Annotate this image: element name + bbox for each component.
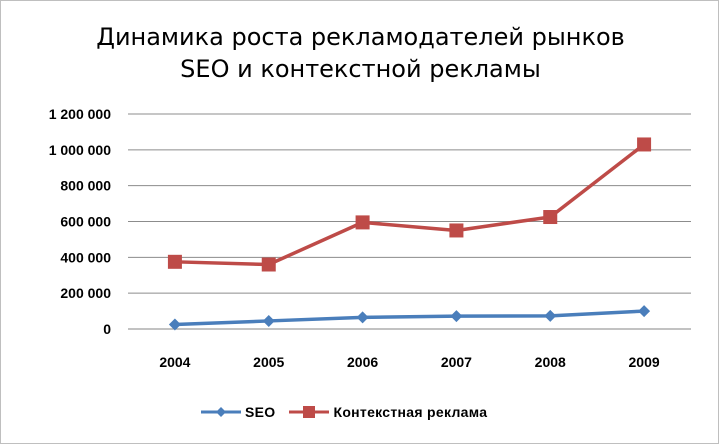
x-tick-label: 2008 (535, 354, 566, 370)
data-point-marker (168, 318, 181, 331)
chart-title-line-1: Динамика роста рекламодателей рынков (96, 23, 625, 51)
data-point-marker (638, 305, 651, 318)
y-tick-label: 1 000 000 (49, 142, 111, 158)
data-point-marker (450, 310, 463, 323)
legend-item-seo: SEO (201, 404, 275, 420)
y-tick-label: 200 000 (60, 285, 111, 301)
y-tick-label: 400 000 (60, 249, 111, 265)
y-tick-label: 800 000 (60, 178, 111, 194)
legend-label-context: Контекстная реклама (333, 404, 488, 420)
chart-title-line-2: SEO и контекстной рекламы (180, 55, 541, 83)
data-point-marker (261, 257, 276, 272)
legend-label-seo: SEO (245, 404, 276, 420)
data-point-marker (355, 215, 370, 230)
y-tick-label: 1 200 000 (49, 106, 111, 122)
data-point-marker (356, 311, 369, 324)
data-point-marker (543, 210, 558, 225)
legend-swatch-seo (201, 407, 241, 417)
data-point-marker (262, 314, 275, 327)
data-point-marker (544, 309, 557, 322)
x-axis-labels: 2004 2005 2006 2007 2008 2009 (159, 354, 660, 370)
series-0 (168, 305, 651, 331)
y-axis-labels: 0 200 000 400 000 600 000 800 000 1 000 000 1 … (49, 106, 112, 337)
series-group (167, 137, 652, 331)
series-line (174, 309, 645, 327)
legend: SEO Контекстная реклама (201, 401, 501, 423)
data-point-marker (637, 137, 652, 152)
gridlines (128, 113, 691, 330)
data-point-marker (167, 254, 182, 269)
x-tick-label: 2006 (347, 354, 378, 370)
data-point-marker (449, 223, 464, 238)
legend-item-context: Контекстная реклама (289, 404, 487, 420)
series-1 (167, 137, 652, 272)
x-tick-label: 2004 (159, 354, 190, 370)
x-tick-label: 2005 (253, 354, 284, 370)
legend-swatch-context (289, 406, 330, 418)
series-line (174, 143, 646, 267)
x-tick-label: 2007 (441, 354, 472, 370)
y-tick-label: 0 (103, 321, 111, 337)
x-tick-label: 2009 (629, 354, 660, 370)
y-tick-label: 600 000 (60, 214, 111, 230)
chart-title: Динамика роста рекламодателей рынков SEO… (1, 21, 719, 85)
